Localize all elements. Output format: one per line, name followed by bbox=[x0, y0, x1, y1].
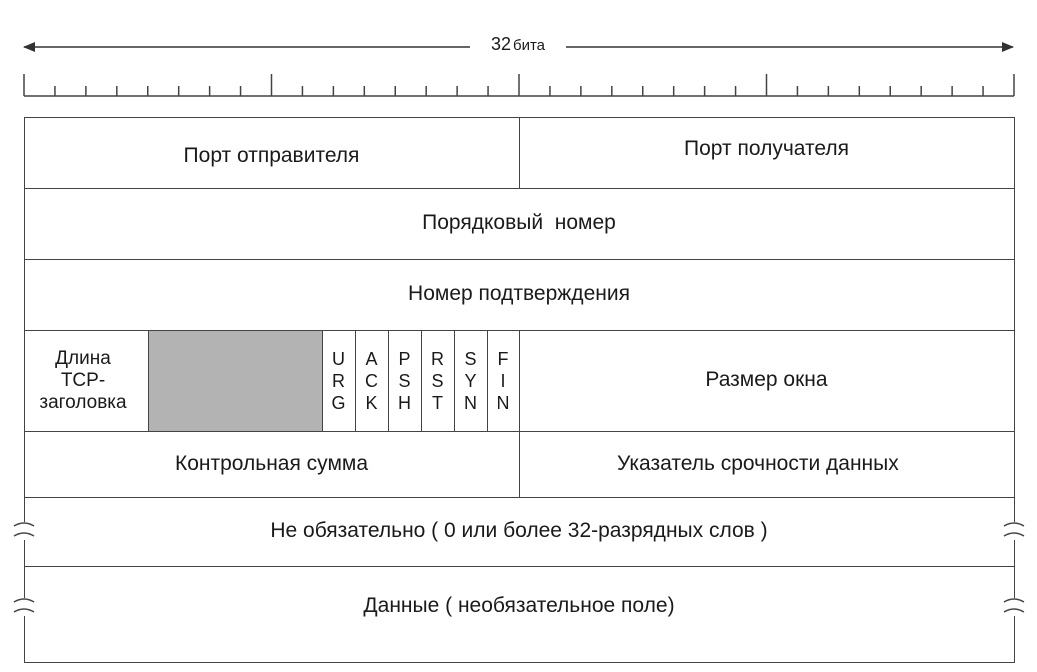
reserved-field bbox=[149, 331, 322, 431]
header-length-field: Длина TCP- заголовка bbox=[18, 330, 148, 431]
row-line bbox=[24, 662, 1014, 663]
data-field: Данные ( необязательное поле) bbox=[24, 566, 1014, 646]
flag-ack: A C K bbox=[355, 330, 388, 431]
column-line bbox=[355, 330, 356, 431]
flag-letter: S bbox=[464, 348, 477, 369]
flag-letter: U bbox=[332, 348, 345, 369]
bit-ruler bbox=[23, 42, 1015, 97]
row-line bbox=[24, 259, 1014, 260]
flag-letter: K bbox=[365, 392, 378, 413]
flag-fin: F I N bbox=[487, 330, 519, 431]
left-border bbox=[24, 540, 25, 598]
options-label: Не обязательно ( 0 или более 32-разрядны… bbox=[270, 519, 768, 543]
width-number: 32 bbox=[490, 34, 511, 54]
flag-letter: N bbox=[464, 392, 477, 413]
column-line bbox=[519, 330, 520, 431]
window-size-label: Размер окна bbox=[705, 368, 828, 392]
urgent-pointer-label: Указатель срочности данных bbox=[617, 451, 899, 475]
flag-letter: Y bbox=[464, 370, 477, 391]
header-length-line-2: TCP- bbox=[60, 369, 106, 391]
flag-letter: F bbox=[497, 348, 509, 369]
right-border bbox=[1014, 117, 1015, 522]
header-length-line-3: заголовка bbox=[39, 391, 127, 413]
column-line bbox=[454, 330, 455, 431]
width-unit: бита bbox=[513, 37, 546, 54]
flag-letter: I bbox=[500, 370, 506, 391]
column-line bbox=[388, 330, 389, 431]
row-line bbox=[24, 188, 1014, 189]
right-border bbox=[1014, 540, 1015, 598]
sequence-number-field: Порядковый номер bbox=[24, 188, 1014, 259]
data-label: Данные ( необязательное поле) bbox=[363, 593, 675, 617]
checksum-label: Контрольная сумма bbox=[174, 451, 369, 475]
urgent-pointer-field: Указатель срочности данных bbox=[519, 431, 1037, 497]
flag-letter: H bbox=[398, 392, 411, 413]
column-line bbox=[322, 330, 323, 431]
source-port-field: Порт отправителя bbox=[24, 125, 519, 188]
acknowledgment-number-label: Номер подтверждения bbox=[408, 282, 630, 306]
checksum-field: Контрольная сумма bbox=[24, 431, 519, 497]
flag-letter: T bbox=[432, 392, 443, 413]
header-length-line-1: Длина bbox=[55, 347, 111, 369]
row-line bbox=[24, 497, 1014, 498]
row-line bbox=[24, 566, 1014, 567]
flag-letter: R bbox=[431, 348, 444, 369]
column-line bbox=[148, 330, 149, 431]
sequence-number-label: Порядковый номер bbox=[422, 211, 616, 235]
column-line bbox=[519, 117, 520, 188]
source-port-label: Порт отправителя bbox=[183, 144, 360, 168]
flag-letter: S bbox=[398, 370, 411, 391]
flag-psh: P S H bbox=[388, 330, 421, 431]
destination-port-field: Порт получателя bbox=[519, 117, 1014, 181]
window-size-field: Размер окна bbox=[519, 330, 1014, 431]
column-line bbox=[519, 431, 520, 497]
left-border bbox=[24, 616, 25, 663]
destination-port-label: Порт получателя bbox=[684, 136, 849, 160]
flag-letter: P bbox=[398, 348, 411, 369]
flag-letter: C bbox=[365, 370, 378, 391]
column-line bbox=[487, 330, 488, 431]
ruler-ticks bbox=[23, 74, 1015, 96]
column-line bbox=[421, 330, 422, 431]
width-label: 32 бита bbox=[470, 34, 566, 58]
flag-letter: A bbox=[365, 348, 378, 369]
flag-syn: S Y N bbox=[454, 330, 487, 431]
flag-letter: N bbox=[496, 392, 510, 413]
flag-letter: G bbox=[331, 392, 346, 413]
flag-urg: U R G bbox=[322, 330, 355, 431]
options-field: Не обязательно ( 0 или более 32-разрядны… bbox=[24, 497, 1014, 566]
right-border bbox=[1014, 616, 1015, 663]
flag-rst: R S T bbox=[421, 330, 454, 431]
left-border bbox=[24, 117, 25, 522]
flag-letter: S bbox=[431, 370, 444, 391]
acknowledgment-number-field: Номер подтверждения bbox=[24, 259, 1014, 330]
flag-letter: R bbox=[332, 370, 345, 391]
